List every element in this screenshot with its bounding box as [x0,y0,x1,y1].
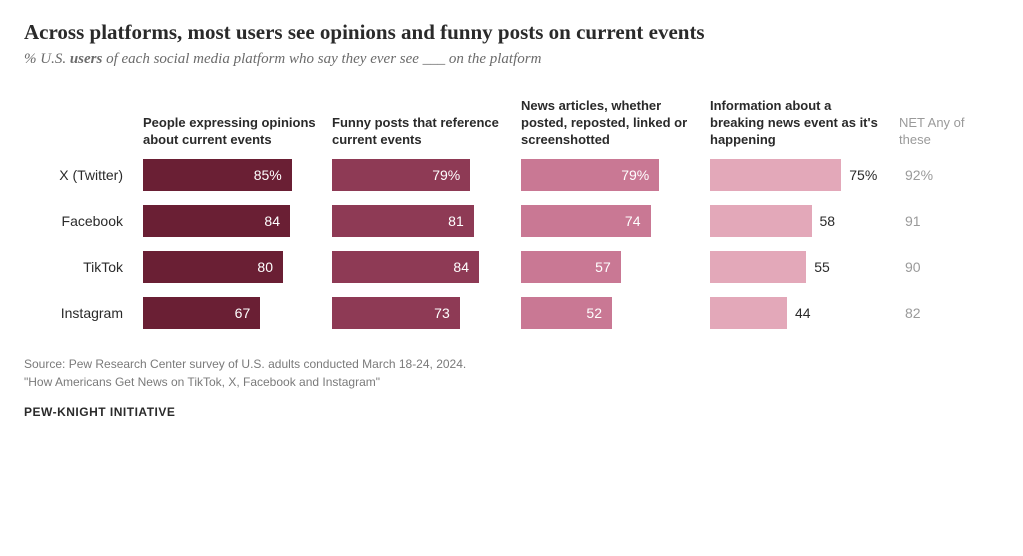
bar-cell: 79% [332,159,507,191]
bar-cell: 55 [710,251,885,283]
bar-cell: 80 [143,251,318,283]
bar: 81 [332,205,474,237]
bar-cell: 84 [143,205,318,237]
row-label: TikTok [24,251,129,283]
bar-cell: 73 [332,297,507,329]
initiative-label: PEW-KNIGHT INITIATIVE [24,405,999,419]
bar-cell: 44 [710,297,885,329]
bar-cell: 74 [521,205,696,237]
bar: 84 [143,205,290,237]
row-label: Facebook [24,205,129,237]
bar: 44 [710,297,787,329]
bar-value: 79% [621,167,649,183]
chart-title: Across platforms, most users see opinion… [24,20,999,45]
bar: 67 [143,297,260,329]
bar-value: 52 [586,305,602,321]
bar: 75% [710,159,841,191]
bar-value: 79% [432,167,460,183]
bar-cell: 81 [332,205,507,237]
bar: 79% [332,159,470,191]
subtitle-prefix: % U.S. [24,51,70,67]
net-value: 82 [899,297,989,329]
bar-value: 55 [814,259,830,275]
bar-value: 75% [849,167,877,183]
bar: 55 [710,251,806,283]
net-value: 90 [899,251,989,283]
bar-value: 67 [235,305,251,321]
column-header: News articles, whether posted, reposted,… [521,98,696,159]
bar-cell: 84 [332,251,507,283]
row-label: Instagram [24,297,129,329]
bar-value: 84 [453,259,469,275]
bar-cell: 85% [143,159,318,191]
bar: 58 [710,205,812,237]
bar-value: 57 [595,259,611,275]
bar-cell: 57 [521,251,696,283]
bar: 85% [143,159,292,191]
source-footer: Source: Pew Research Center survey of U.… [24,355,999,391]
net-value: 92% [899,159,989,191]
bar-value: 81 [448,213,464,229]
bar: 80 [143,251,283,283]
net-value: 91 [899,205,989,237]
bar: 79% [521,159,659,191]
bar: 73 [332,297,460,329]
chart-subtitle: % U.S. users of each social media platfo… [24,51,999,68]
bar-value: 58 [820,213,836,229]
bar: 84 [332,251,479,283]
bar-cell: 52 [521,297,696,329]
bar-cell: 67 [143,297,318,329]
column-header: Information about a breaking news event … [710,98,885,159]
bar: 57 [521,251,621,283]
bar-cell: 75% [710,159,885,191]
bar-value: 44 [795,305,811,321]
subtitle-suffix: of each social media platform who say th… [102,51,541,67]
net-column-header: NET Any of these [899,115,989,159]
bar-cell: 79% [521,159,696,191]
bar-value: 85% [254,167,282,183]
bar-cell: 58 [710,205,885,237]
bar-value: 80 [257,259,273,275]
bar-value: 74 [625,213,641,229]
bar: 74 [521,205,651,237]
column-header: Funny posts that reference current event… [332,115,507,159]
report-title-line: "How Americans Get News on TikTok, X, Fa… [24,373,999,391]
bar-grid: People expressing opinions about current… [24,98,999,329]
column-header: People expressing opinions about current… [143,115,318,159]
bar-value: 84 [264,213,280,229]
bar-value: 73 [434,305,450,321]
source-line: Source: Pew Research Center survey of U.… [24,355,999,373]
bar: 52 [521,297,612,329]
subtitle-bold: users [70,51,103,67]
row-label: X (Twitter) [24,159,129,191]
